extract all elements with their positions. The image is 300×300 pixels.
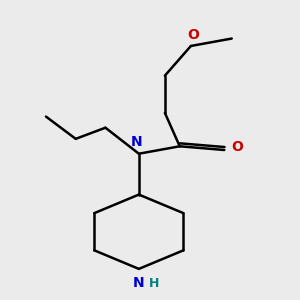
Text: H: H (149, 277, 160, 290)
Text: N: N (131, 135, 143, 149)
Text: O: O (187, 28, 199, 41)
Text: O: O (231, 140, 243, 154)
Text: N: N (133, 276, 145, 289)
